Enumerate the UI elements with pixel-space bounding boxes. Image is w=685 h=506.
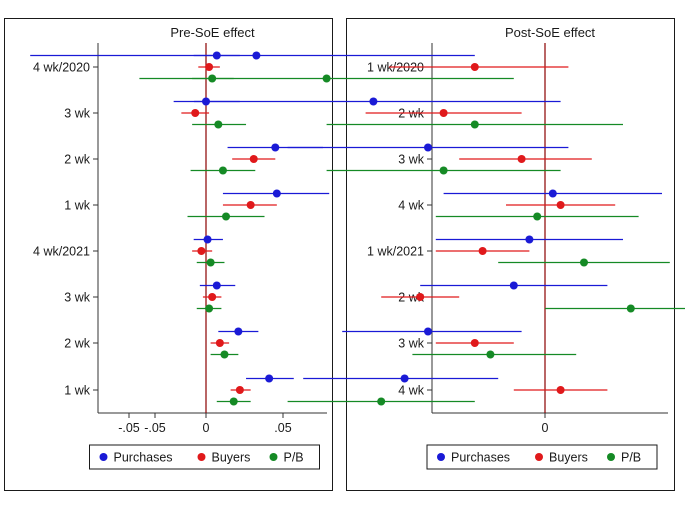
point-estimate-buyers (556, 201, 565, 209)
x-tick-label: 0 (203, 421, 210, 435)
point-estimate-purchases (272, 189, 281, 198)
x-tick-label: -.05 (118, 421, 140, 435)
legend-label-buyers: Buyers (212, 451, 251, 465)
point-estimate-purchases (265, 374, 274, 383)
point-estimate-purchases (212, 281, 221, 290)
point-estimate-buyers (556, 386, 565, 394)
point-estimate-p-b (218, 166, 227, 175)
y-tick-label: 2 wk (64, 153, 90, 167)
legend-label-purchases: Purchases (451, 451, 510, 465)
legend-label-buyers: Buyers (549, 451, 588, 465)
point-estimate-p-b (377, 397, 386, 406)
point-estimate-buyers (249, 155, 258, 163)
point-estimate-buyers (470, 63, 479, 71)
point-estimate-buyers (478, 247, 487, 255)
y-tick-label: 1 wk (64, 199, 90, 213)
point-estimate-p-b (439, 166, 448, 175)
legend-label-pb: P/B (284, 451, 304, 465)
point-estimate-buyers (470, 339, 479, 347)
point-estimate-buyers (215, 339, 224, 347)
panel-1: Pre-SoE effect -.05 0 .05 4 wk/2020 3 wk 2 wk 1… (4, 18, 333, 491)
point-estimate-purchases (548, 189, 557, 198)
legend-label-pb: P/B (621, 451, 641, 465)
point-estimate-purchases (234, 327, 243, 336)
panel-border (346, 18, 675, 491)
y-tick-label: 4 wk (398, 384, 424, 398)
point-estimate-buyers (191, 109, 200, 117)
point-estimate-purchases (252, 51, 261, 60)
legend-marker-pb (607, 453, 615, 461)
legend-label-purchases: Purchases (114, 451, 173, 465)
x-tick-label: .05 (274, 421, 291, 435)
legend-marker-buyers (197, 453, 206, 461)
point-estimate-buyers (517, 155, 526, 163)
x-tick-label: 0 (542, 421, 549, 435)
point-estimate-purchases (509, 281, 518, 290)
y-tick-label: 1 wk (64, 384, 90, 398)
legend-marker-pb (269, 453, 278, 461)
point-estimate-p-b (214, 120, 223, 129)
legend: Purchases Buyers P/B (426, 444, 658, 470)
point-estimate-purchases (203, 235, 212, 244)
y-tick-label: 1 wk/2021 (367, 245, 424, 259)
y-tick-label: 3 wk (64, 291, 90, 305)
y-tick-label: 4 wk/2021 (33, 245, 90, 259)
point-estimate-buyers (416, 293, 425, 301)
point-estimate-p-b (322, 74, 331, 83)
panel-border (4, 18, 333, 491)
point-estimate-buyers (235, 386, 244, 394)
panel-title: Pre-SoE effect (170, 25, 255, 40)
y-tick-label: 3 wk (398, 153, 424, 167)
point-estimate-p-b (206, 258, 215, 267)
point-estimate-p-b (470, 120, 479, 129)
point-estimate-p-b (220, 350, 229, 359)
point-estimate-purchases (271, 143, 280, 152)
point-estimate-p-b (205, 304, 214, 313)
y-tick-label: 3 wk (398, 337, 424, 351)
point-estimate-buyers (208, 293, 217, 301)
point-estimate-p-b (533, 212, 542, 221)
point-estimate-p-b (626, 304, 635, 313)
y-tick-label: 4 wk/2020 (33, 61, 90, 75)
point-estimate-buyers (246, 201, 255, 209)
point-estimate-purchases (369, 97, 378, 106)
point-estimate-p-b (222, 212, 231, 221)
point-estimate-p-b (486, 350, 495, 359)
point-estimate-p-b (580, 258, 588, 267)
y-tick-label: 2 wk (64, 337, 90, 351)
panel-title: Post-SoE effect (505, 25, 595, 40)
point-estimate-purchases (424, 143, 432, 152)
point-estimate-buyers (439, 109, 448, 117)
x-tick-label: -.05 (144, 421, 166, 435)
legend-marker-purchases (99, 453, 108, 461)
legend: Purchases Buyers P/B (89, 444, 320, 470)
legend-marker-purchases (437, 453, 445, 461)
point-estimate-purchases (400, 374, 409, 383)
point-estimate-p-b (229, 397, 238, 406)
point-estimate-purchases (525, 235, 534, 244)
y-tick-label: 3 wk (64, 107, 90, 121)
point-estimate-buyers (197, 247, 206, 255)
legend-marker-buyers (535, 453, 543, 461)
y-tick-label: 4 wk (398, 199, 424, 213)
point-estimate-purchases (424, 327, 432, 336)
point-estimate-buyers (205, 63, 214, 71)
